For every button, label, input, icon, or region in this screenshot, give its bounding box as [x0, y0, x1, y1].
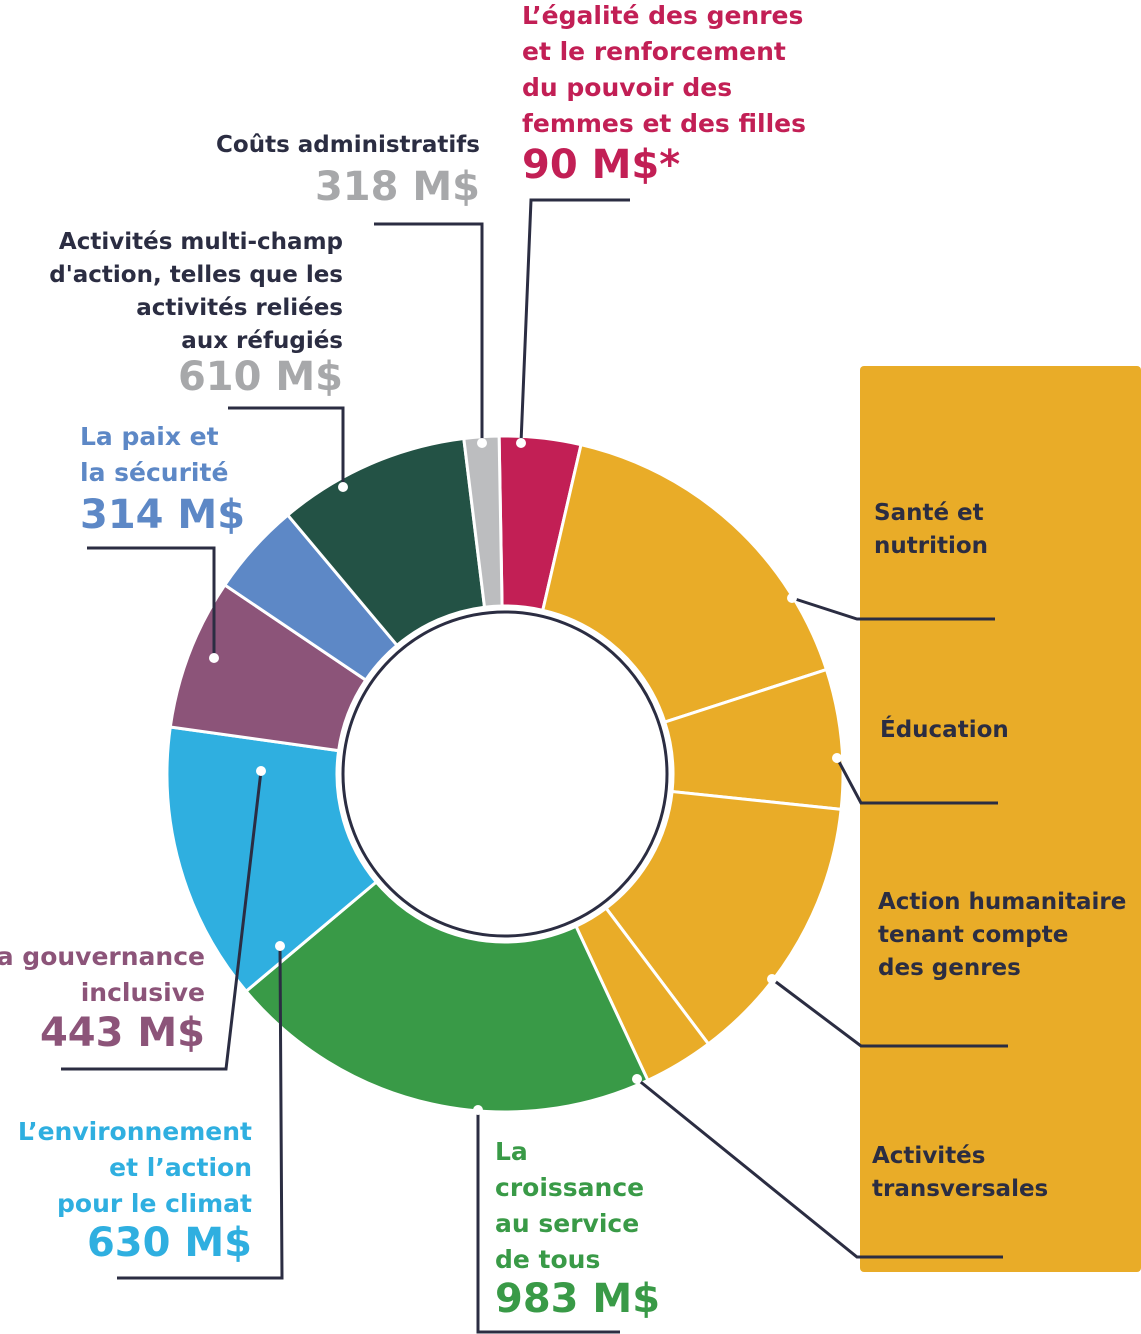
leader-line-transversal	[636, 1077, 1003, 1259]
leader-line-multi	[228, 406, 345, 487]
label-paix-line-2: la sécurité	[80, 458, 228, 487]
leader-line-gender	[519, 198, 630, 444]
leader-line-paix	[87, 546, 216, 658]
value-label-paix: 314 M$	[80, 492, 245, 538]
donut-hole	[341, 610, 669, 938]
value-label-croissance: 983 M$	[495, 1276, 660, 1322]
label-gender-line-2: et le renforcement	[522, 37, 786, 66]
value-label-gouvernance: 443 M$	[40, 1010, 205, 1056]
label-environnement-line-3: pour le climat	[57, 1189, 252, 1218]
slice-environnement	[165, 725, 379, 994]
value-label-admin: 318 M$	[315, 164, 480, 210]
slice-humanitaire	[604, 789, 843, 1047]
label-multi-line-1: Activités multi-champ	[59, 229, 343, 255]
leader-dot-croissance	[473, 1105, 483, 1115]
leader-line-gouvernance	[61, 770, 263, 1071]
slice-admin	[462, 434, 504, 609]
leader-line-admin	[374, 222, 484, 443]
leader-line-education	[835, 757, 998, 805]
label-croissance-line-1: La	[495, 1137, 528, 1166]
label-sante-line-1: Santé et	[874, 500, 984, 526]
label-humanitaire-line-2: tenant compte	[878, 922, 1068, 948]
slice-croissance	[243, 879, 650, 1114]
leader-dot-gender	[516, 438, 526, 448]
leader-dot-multi	[338, 482, 348, 492]
slice-sante	[540, 442, 829, 724]
value-label-multi: 610 M$	[178, 354, 343, 400]
leader-dot-gouvernance	[256, 766, 266, 776]
leader-dot-environnement	[275, 941, 285, 951]
label-croissance-line-2: croissance	[495, 1173, 644, 1202]
leader-line-environnement	[117, 945, 284, 1280]
label-gouvernance-line-2: inclusive	[81, 978, 205, 1007]
leader-line-sante	[791, 596, 995, 621]
leader-dot-transversal	[632, 1074, 642, 1084]
label-education-line-1: Éducation	[880, 715, 1009, 743]
label-sante-line-2: nutrition	[874, 533, 988, 559]
label-multi-line-3: activités reliées	[136, 295, 343, 321]
label-environnement-line-2: et l’action	[109, 1153, 252, 1182]
label-gouvernance-line-1: La gouvernance	[0, 942, 205, 971]
label-gender-line-4: femmes et des filles	[522, 109, 806, 138]
label-gender-line-3: du pouvoir des	[522, 73, 732, 102]
label-transversal-line-1: Activités	[872, 1143, 985, 1169]
label-multi-line-2: d'action, telles que les	[49, 262, 343, 288]
value-label-gender: 90 M$*	[522, 142, 680, 188]
leader-dot-education	[832, 753, 842, 763]
leader-dot-sante	[787, 593, 797, 603]
leader-dot-humanitaire	[767, 974, 777, 984]
leader-dot-paix	[209, 653, 219, 663]
label-croissance-line-4: de tous	[495, 1245, 600, 1274]
label-gender-line-1: L’égalité des genres	[522, 1, 803, 30]
label-humanitaire-line-3: des genres	[878, 955, 1021, 981]
label-admin-line-1: Coûts administratifs	[216, 132, 480, 158]
leader-line-croissance	[476, 1110, 620, 1334]
value-label-environnement: 630 M$	[87, 1220, 252, 1266]
label-environnement-line-1: L’environnement	[18, 1117, 252, 1146]
label-multi-line-4: aux réfugiés	[181, 328, 343, 354]
label-paix-line-1: La paix et	[80, 422, 219, 451]
label-croissance-line-3: au service	[495, 1209, 639, 1238]
leader-dot-admin	[477, 438, 487, 448]
leader-line-humanitaire	[771, 977, 1008, 1048]
label-transversal-line-2: transversales	[872, 1176, 1048, 1202]
label-humanitaire-line-1: Action humanitaire	[878, 889, 1126, 915]
